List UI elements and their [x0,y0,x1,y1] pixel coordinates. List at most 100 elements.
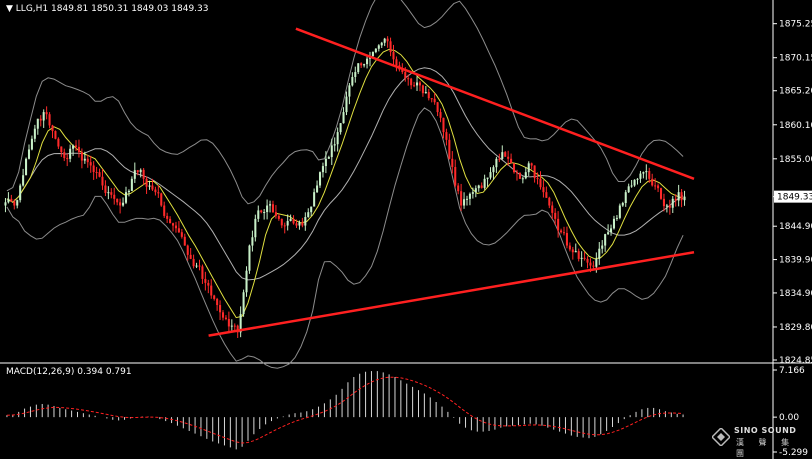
bear-candle [657,185,660,189]
bull-candle [633,179,636,186]
bull-candle [269,204,272,206]
bull-candle [239,314,242,333]
bull-candle [371,52,374,57]
bull-candle [574,251,577,253]
macd-header: MACD(12,26,9) 0.394 0.791 [6,367,132,377]
bull-candle [677,192,680,201]
current-price-label: 1849.33 [777,193,812,203]
bear-candle [119,202,122,206]
current-price-tag [774,190,812,203]
bear-candle [560,230,563,233]
bull-candle [7,198,10,203]
chart-header: ▼ LLG,H1 1849.81 1850.31 1849.03 1849.33 [6,4,208,14]
bear-candle [504,152,507,157]
bear-candle [57,138,60,147]
bear-candle [404,72,407,79]
bear-candle [401,69,404,73]
bear-candle [542,187,545,193]
bear-candle [163,205,166,216]
bear-candle [260,210,263,213]
bear-candle [539,178,542,188]
bear-candle [407,78,410,80]
bull-candle [468,193,471,199]
macd-tick-label: -5.299 [779,448,808,458]
price-tick-label: 1829.80 [779,323,812,333]
bull-candle [16,200,19,206]
bear-candle [201,266,204,279]
bull-candle [27,149,31,159]
dropdown-triangle-icon[interactable]: ▼ [6,4,16,14]
bull-candle [524,172,527,179]
bear-candle [451,158,454,168]
price-tick-label: 1824.85 [779,356,812,366]
bull-candle [307,212,310,218]
price-tick-label: 1875.25 [779,20,812,30]
bull-candle [266,205,269,212]
bear-candle [210,285,213,296]
bull-candle [316,185,319,193]
price-tick-label: 1865.20 [779,87,812,97]
bear-candle [301,222,304,226]
bear-candle [13,201,16,206]
bear-candle [198,265,201,267]
bear-candle [659,188,663,199]
trendline-upper [295,27,695,180]
sino-sound-logo: SINO SOUND 漢 聲 集 團 [712,426,808,458]
bear-candle [565,232,568,246]
bull-candle [366,58,369,65]
bear-candle [427,92,430,99]
bull-candle [351,76,354,86]
bull-candle [230,325,233,327]
bear-candle [110,192,113,195]
bear-candle [142,169,145,179]
bear-candle [551,205,554,213]
bear-candle [116,198,119,203]
bull-candle [313,192,316,207]
bear-candle [48,114,51,126]
bull-candle [463,199,466,206]
bull-candle [383,38,386,43]
bear-candle [219,305,222,313]
bull-candle [495,158,498,168]
bull-candle [72,145,75,149]
bear-candle [439,112,442,118]
bear-candle [654,185,657,187]
bear-candle [157,192,160,194]
bear-candle [213,295,216,299]
bear-candle [430,98,433,100]
bull-candle [607,232,610,235]
bull-candle [683,196,686,201]
macd-tick-label: 7.166 [779,366,805,376]
bear-candle [421,85,424,94]
bear-candle [233,325,236,327]
bear-candle [189,254,192,259]
bull-candle [324,158,327,167]
bear-candle [571,249,574,253]
bear-candle [280,218,283,226]
bear-candle [160,193,163,206]
bull-candle [580,257,583,259]
bear-candle [207,282,210,286]
bull-candle [621,202,624,206]
bull-candle [127,190,130,193]
bear-candle [39,118,42,121]
bear-candle [530,163,533,166]
bull-candle [42,112,45,121]
ohlc-values: 1849.81 1850.31 1849.03 1849.33 [51,4,209,14]
bear-candle [386,38,389,42]
bear-candle [113,194,116,199]
bull-candle [348,85,351,97]
bear-candle [95,171,98,173]
bull-candle [304,217,307,226]
trendline-lower [208,250,695,337]
bear-candle [45,112,48,115]
bull-candle [363,64,366,66]
bear-candle [145,178,148,187]
bear-candle [277,215,280,219]
bull-candle [624,192,627,203]
bear-candle [554,212,557,219]
bear-candle [586,258,589,263]
bear-candle [92,165,95,172]
